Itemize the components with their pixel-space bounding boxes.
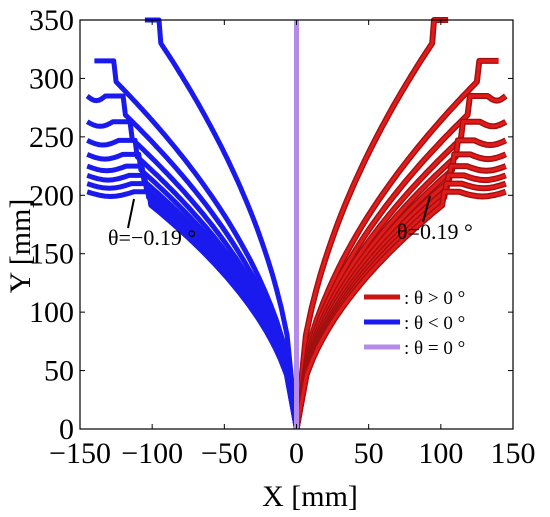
x-tick-label-3: 0: [289, 437, 304, 470]
x-tick-label-0: −150: [49, 437, 111, 470]
x-axis-label: X [mm]: [262, 480, 358, 513]
legend-label-positive: : θ > 0 °: [404, 288, 465, 309]
y-tick-label-3: 150: [29, 238, 74, 271]
annotation-leader-positive: [422, 195, 431, 223]
x-tick-label-1: −100: [121, 437, 183, 470]
x-tick-label-6: 150: [491, 437, 536, 470]
y-tick-label-2: 100: [29, 296, 74, 329]
y-axis-label: Y [mm]: [4, 199, 37, 294]
curve-positive-0: [294, 18, 449, 430]
legend-label-zero: : θ = 0 °: [404, 338, 465, 359]
curve-negative-9: [86, 189, 299, 430]
y-tick-label-5: 250: [29, 121, 74, 154]
curve-negative-5: [86, 151, 299, 430]
tick-group: −150 −100 −50 0 50 100 150 0 50 100 150 200 250 300 35…: [29, 4, 536, 470]
annotation-leader-negative: [127, 198, 135, 229]
y-tick-label-4: 200: [29, 179, 74, 212]
y-tick-label-1: 50: [44, 355, 74, 388]
curve-negative-0: [144, 17, 299, 430]
curve-negative-1: [92, 58, 299, 430]
curve-group: [85, 17, 508, 430]
y-tick-label-6: 300: [29, 62, 74, 95]
annotation-negative: θ=−0.19 °: [108, 225, 196, 250]
curve-positive-3: [294, 120, 507, 430]
curve-positive-9: [294, 190, 507, 430]
y-tick-label-0: 0: [59, 413, 74, 446]
curve-positive-1: [294, 59, 501, 430]
x-tick-label-4: 50: [354, 437, 384, 470]
x-tick-label-2: −50: [201, 437, 248, 470]
legend-label-negative: : θ < 0 °: [404, 313, 465, 334]
annotation-positive: θ=0.19 °: [397, 219, 473, 244]
curve-negative-3: [85, 119, 299, 430]
y-tick-label-7: 350: [29, 4, 74, 37]
curve-positive-2: [294, 94, 507, 430]
legend: : θ > 0 ° : θ < 0 ° : θ = 0 °: [364, 288, 465, 359]
x-tick-label-5: 100: [418, 437, 463, 470]
curve-negative-2: [85, 93, 299, 430]
curve-negative-4: [86, 137, 299, 430]
curve-positive-4: [294, 138, 507, 430]
